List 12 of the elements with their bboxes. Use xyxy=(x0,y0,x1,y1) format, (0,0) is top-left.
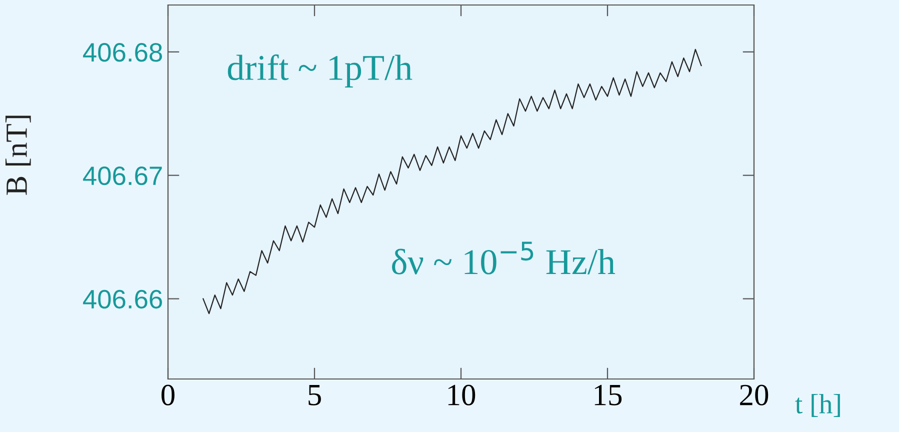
x-tick-label: 20 xyxy=(740,384,768,406)
x-tick-label: 10 xyxy=(448,384,476,406)
x-tick-label: 15 xyxy=(594,384,622,406)
x-axis-title: t [h] xyxy=(795,394,840,417)
annotation: drift ~ 1pT/h xyxy=(228,54,412,88)
y-tick-label: 406.67 xyxy=(83,166,162,186)
y-tick-label: 406.68 xyxy=(83,43,162,62)
y-tick-label: 406.66 xyxy=(83,290,162,309)
annotation: δν ~ 10$^{−5}$ Hz/h xyxy=(392,242,616,274)
x-tick-label: 0 xyxy=(162,384,174,406)
x-tick-label: 5 xyxy=(308,385,321,406)
y-axis-title: B [nT] xyxy=(6,116,31,195)
